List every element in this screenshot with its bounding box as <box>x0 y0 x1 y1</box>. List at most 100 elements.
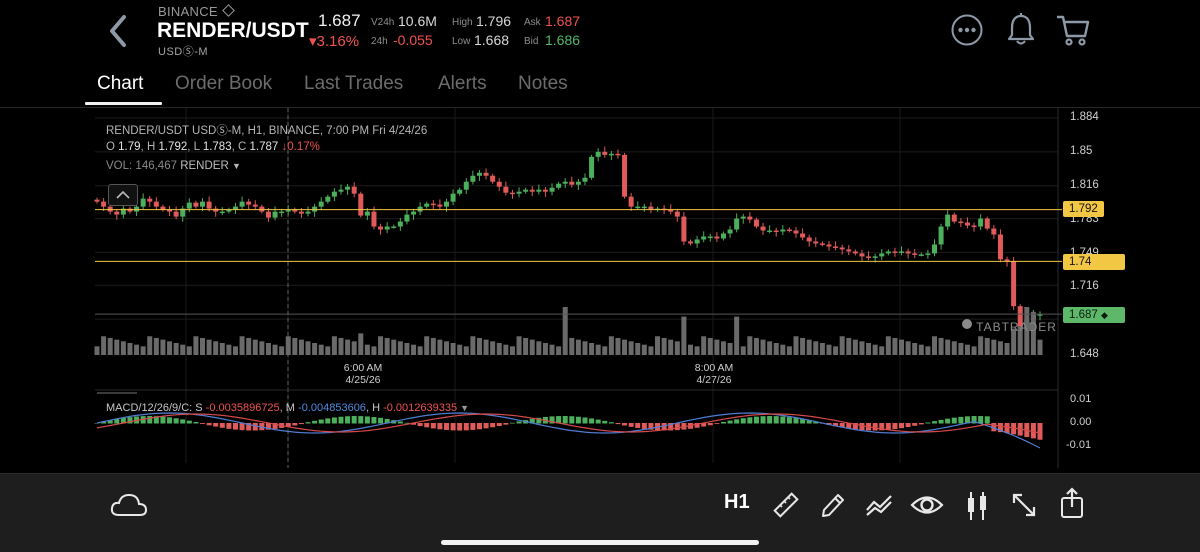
volume-bar <box>714 339 720 355</box>
candle-body <box>292 209 298 212</box>
macd-histogram-bar <box>496 423 502 427</box>
volume-bar <box>846 337 852 355</box>
candle-body <box>892 251 898 253</box>
x-label: 8:00 AM 4/27/26 <box>694 362 734 386</box>
watermark: TABTRADER <box>962 319 1057 334</box>
candle-body <box>740 216 746 219</box>
candle-body <box>773 230 779 233</box>
macd-histogram-bar <box>219 423 225 428</box>
macd-histogram-bar <box>437 423 443 430</box>
tab-last-trades[interactable]: Last Trades <box>304 73 404 94</box>
volume-bar <box>470 336 476 355</box>
macd-histogram-bar <box>562 416 568 424</box>
volume-bar <box>918 344 924 355</box>
macd-histogram-bar <box>971 416 977 424</box>
cart-icon[interactable] <box>1055 12 1091 48</box>
pencil-icon[interactable] <box>818 490 846 520</box>
macd-histogram-bar <box>325 418 331 424</box>
volume-bar <box>153 337 159 355</box>
tab-notes[interactable]: Notes <box>518 73 568 94</box>
candle-body <box>720 233 726 239</box>
volume-bar <box>978 336 984 355</box>
candle-body <box>298 211 304 214</box>
macd-histogram-bar <box>424 423 430 428</box>
candle-body <box>338 189 344 192</box>
pair-name[interactable]: RENDER/USDT <box>157 19 309 42</box>
macd-histogram-bar <box>265 423 271 430</box>
macd-histogram-bar <box>397 421 403 424</box>
macd-histogram-bar <box>200 423 206 424</box>
volume-bar <box>476 337 482 355</box>
macd-histogram-bar <box>839 423 845 428</box>
candle-body <box>272 211 278 218</box>
volume-bar <box>252 339 258 355</box>
volume-bar <box>674 341 680 355</box>
candle-body <box>450 193 456 202</box>
ruler-icon[interactable] <box>771 490 801 520</box>
candle-body <box>714 236 720 239</box>
candles-icon[interactable] <box>964 490 990 522</box>
volume-bar <box>114 339 120 355</box>
candle-body <box>628 196 634 207</box>
volume-bar <box>292 337 298 355</box>
y-tick: 1.648 <box>1070 348 1099 360</box>
timeframe-button[interactable]: H1 <box>724 491 750 513</box>
eye-icon[interactable] <box>910 490 944 520</box>
volume-bar <box>542 343 548 355</box>
macd-histogram-bar <box>114 419 120 424</box>
volume-bar <box>727 343 733 355</box>
macd-histogram-bar <box>852 423 858 430</box>
volume-bar <box>279 346 285 355</box>
macd-histogram-bar <box>997 423 1003 433</box>
macd-histogram-bar <box>232 423 238 430</box>
macd-histogram-bar <box>94 423 100 424</box>
volume-bar <box>127 343 133 355</box>
volume-bar <box>628 341 634 355</box>
low-value: 1.668 <box>474 32 510 48</box>
binance-logo-icon <box>222 4 235 17</box>
volume-readout: VOL: 146,467 RENDER ▼ <box>106 160 241 172</box>
high-label: High <box>452 17 473 28</box>
volume-bar <box>786 346 792 355</box>
volume-bar <box>866 343 872 355</box>
candle-body <box>912 253 918 255</box>
volume-bar <box>411 344 417 355</box>
tab-alerts[interactable]: Alerts <box>438 73 487 94</box>
candle-body <box>767 230 773 233</box>
volume-bar <box>602 346 608 355</box>
alert-level-badge[interactable]: 1.74 <box>1063 254 1125 270</box>
candle-body <box>958 221 964 224</box>
chart-area[interactable]: RENDER/USDT USDⓈ-M, H1, BINANCE, 7:00 PM… <box>0 108 1200 472</box>
candle-body <box>852 251 858 254</box>
candle-body <box>707 236 713 238</box>
macd-histogram-bar <box>951 417 957 424</box>
indicators-icon[interactable] <box>864 490 894 520</box>
macd-tick: -0.01 <box>1066 439 1092 451</box>
volume-bar <box>536 341 542 355</box>
back-chevron-icon[interactable] <box>104 14 132 48</box>
candle-body <box>753 219 759 227</box>
collapse-button[interactable] <box>108 184 138 206</box>
candle-body <box>503 186 509 193</box>
macd-histogram-bar <box>813 421 819 424</box>
price-chart[interactable] <box>0 108 1200 472</box>
bell-icon[interactable] <box>1005 12 1037 48</box>
share-icon[interactable] <box>1058 486 1086 520</box>
alert-level-badge[interactable]: 1.792 <box>1063 201 1104 217</box>
macd-histogram-bar <box>589 418 595 424</box>
macd-histogram-bar <box>674 423 680 431</box>
cloud-icon[interactable] <box>109 491 149 519</box>
volume-bar <box>463 346 469 355</box>
fullscreen-icon[interactable] <box>1010 490 1038 520</box>
candle-body <box>444 201 450 207</box>
candle-body <box>681 216 687 242</box>
macd-histogram-bar <box>490 423 496 428</box>
macd-histogram-bar <box>430 423 436 429</box>
tab-order-book[interactable]: Order Book <box>175 73 273 94</box>
tab-chart[interactable]: Chart <box>97 73 144 94</box>
volume-bar <box>740 346 746 355</box>
macd-histogram-bar <box>918 423 924 425</box>
volume-bar <box>582 341 588 355</box>
candle-body <box>516 191 522 194</box>
more-icon[interactable] <box>950 13 984 47</box>
